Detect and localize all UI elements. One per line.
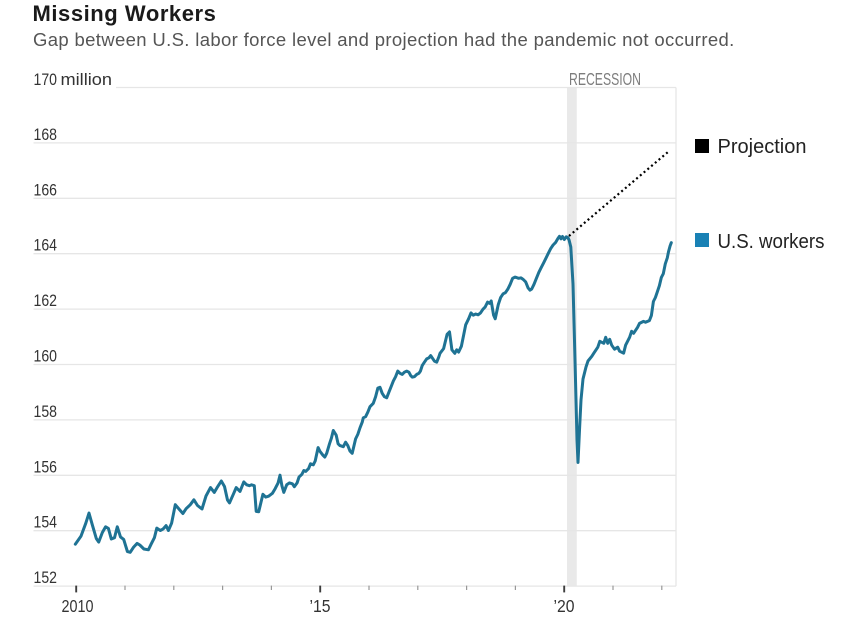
svg-text:164: 164 — [34, 236, 58, 255]
svg-text:166: 166 — [34, 180, 58, 199]
svg-text:168: 168 — [34, 125, 58, 144]
svg-text:Gap between U.S. labor force l: Gap between U.S. labor force level and p… — [33, 29, 735, 50]
svg-text:RECESSION: RECESSION — [569, 69, 641, 89]
svg-text:Projection: Projection — [718, 135, 807, 158]
svg-text:160: 160 — [34, 347, 58, 366]
svg-text:152: 152 — [34, 568, 58, 587]
svg-text:U.S. workers: U.S. workers — [718, 230, 825, 253]
svg-text:’15: ’15 — [310, 596, 331, 616]
svg-text:’20: ’20 — [554, 596, 575, 616]
svg-text:2010: 2010 — [62, 596, 94, 616]
svg-text:154: 154 — [34, 513, 58, 532]
svg-text:158: 158 — [34, 402, 58, 421]
svg-text:Missing Workers: Missing Workers — [33, 1, 217, 26]
svg-text:156: 156 — [34, 457, 58, 476]
svg-text:162: 162 — [34, 291, 58, 310]
